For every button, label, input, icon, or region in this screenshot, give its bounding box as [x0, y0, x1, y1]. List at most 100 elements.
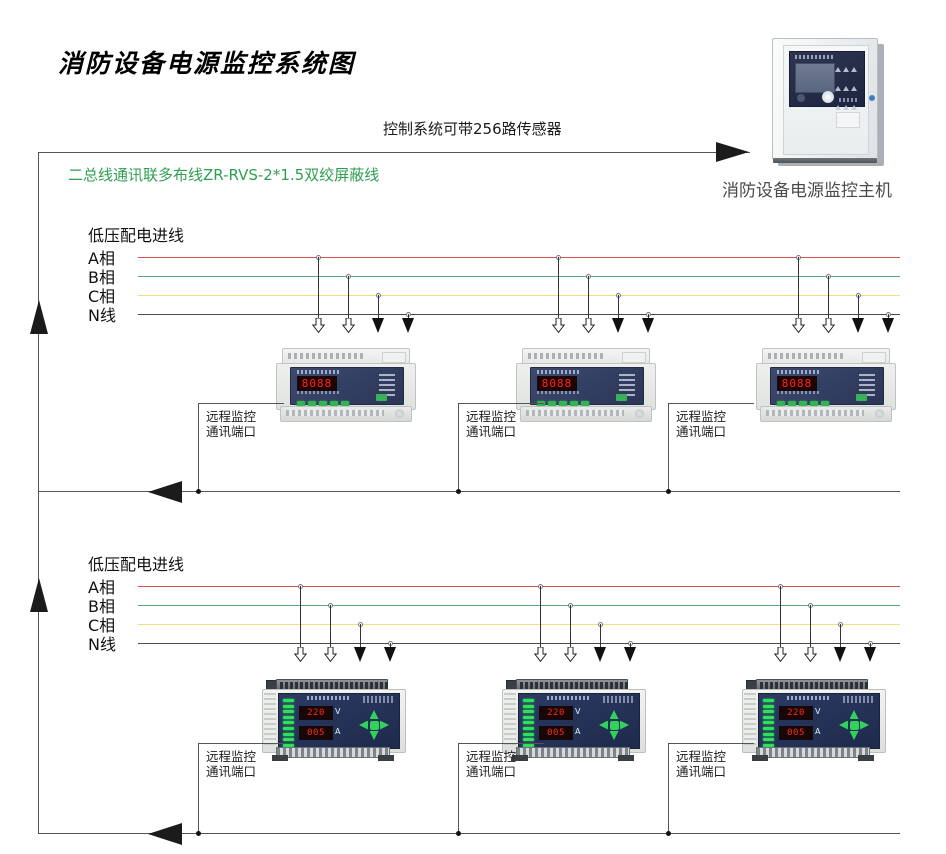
meter-voltage-display: 220: [539, 706, 573, 720]
row1-bus-arrow-left-icon: [148, 481, 182, 503]
module-front-face: 8088: [770, 367, 884, 408]
host-display-panel: [789, 51, 865, 110]
module-model-text: [777, 370, 819, 374]
host-key-button[interactable]: [797, 94, 805, 102]
trunk-arrow-up-row2-icon: [30, 578, 48, 612]
meter-voltage-unit: V: [575, 707, 581, 716]
module-top-label: [862, 352, 886, 363]
port-label-line1: 远程监控: [676, 409, 727, 424]
row2-phase-label-c: C相: [88, 616, 116, 635]
meter-bottom-terminal-strip: [276, 747, 390, 758]
row1-phase-label-a: A相: [88, 249, 115, 268]
module-top-terminal-strip: [768, 353, 846, 359]
module-scale-text: [537, 391, 579, 394]
meter-navigation-keypad[interactable]: [599, 710, 629, 740]
comm-bus-bottom-line: [38, 833, 900, 834]
module-front-face: 8088: [530, 367, 644, 408]
row2-power-monitor-meter-3: 220 V 005 A: [738, 677, 888, 763]
row1-remote-port-label-2: 远程监控 通讯端口: [466, 409, 516, 439]
meter-vent-fins: [264, 693, 276, 745]
comm-bus-left-trunk: [38, 152, 39, 834]
module-top-terminal-strip: [528, 353, 606, 359]
keypad-up-icon[interactable]: [369, 710, 379, 719]
page-title: 消防设备电源监控系统图: [58, 49, 356, 78]
module-scale-text: [297, 391, 339, 394]
keypad-left-icon[interactable]: [839, 720, 848, 730]
port-label-line2: 通讯端口: [206, 764, 257, 779]
keypad-up-icon[interactable]: [849, 710, 859, 719]
module-top-label: [622, 352, 646, 363]
host-round-button[interactable]: [822, 91, 834, 103]
keypad-down-icon[interactable]: [849, 731, 859, 740]
module-front-face: 8088: [290, 367, 404, 408]
row2-phase-label-b: B相: [88, 597, 115, 616]
port-label-line2: 通讯端口: [466, 424, 517, 439]
keypad-down-icon[interactable]: [609, 731, 619, 740]
keypad-enter-icon[interactable]: [849, 720, 859, 730]
keypad-right-icon[interactable]: [380, 720, 389, 730]
keypad-right-icon[interactable]: [860, 720, 869, 730]
row2-bus-arrow-left-icon: [148, 823, 182, 845]
host-base: [773, 158, 877, 163]
module-status-leds: [619, 374, 635, 399]
module-bottom-terminal-strip: [286, 410, 384, 416]
host-side-indicator-icon: [869, 95, 875, 101]
row2-port-leader-horizontal-2: [458, 743, 544, 744]
row2-port-bus-junction-dot-3: [666, 831, 671, 836]
module-knob: [395, 409, 404, 418]
row1-port-leader-horizontal-1: [198, 403, 284, 404]
meter-bottom-terminal-strip: [516, 747, 630, 758]
row1-phase-line-b: [138, 276, 900, 277]
trunk-arrow-up-row1-icon: [30, 300, 48, 334]
port-label-line2: 通讯端口: [676, 764, 727, 779]
module-enter-button[interactable]: [856, 394, 867, 401]
row2-phase-label-n: N线: [88, 635, 116, 654]
module-model-text: [537, 370, 579, 374]
row1-port-leader-horizontal-3: [668, 403, 754, 404]
meter-foot-right: [378, 755, 394, 761]
module-enter-button[interactable]: [376, 394, 387, 401]
bus-capacity-label: 控制系统可带256路传感器: [383, 120, 562, 138]
module-button-row[interactable]: [537, 393, 607, 408]
meter-navigation-keypad[interactable]: [359, 710, 389, 740]
module-led-display: 8088: [777, 376, 817, 391]
module-top-terminal-strip: [288, 353, 366, 359]
row2-power-monitor-meter-1: 220 V 005 A: [258, 677, 408, 763]
meter-foot-left: [752, 755, 768, 761]
keypad-left-icon[interactable]: [359, 720, 368, 730]
keypad-enter-icon[interactable]: [369, 720, 379, 730]
port-label-line1: 远程监控: [676, 749, 727, 764]
row2-port-leader-horizontal-1: [198, 743, 284, 744]
meter-current-unit: A: [815, 727, 821, 736]
meter-current-display: 005: [539, 726, 573, 740]
host-label: 消防设备电源监控主机: [722, 181, 892, 201]
meter-voltage-unit: V: [335, 707, 341, 716]
port-label-line1: 远程监控: [466, 749, 517, 764]
module-led-display: 8088: [297, 376, 337, 391]
module-status-leds: [859, 374, 875, 399]
port-label-line1: 远程监控: [206, 409, 257, 424]
meter-navigation-keypad[interactable]: [839, 710, 869, 740]
module-button-row[interactable]: [777, 393, 847, 408]
row2-port-bus-junction-dot-1: [196, 831, 201, 836]
row2-phase-line-a: [138, 586, 900, 587]
keypad-left-icon[interactable]: [599, 720, 608, 730]
row2-port-bus-junction-dot-2: [456, 831, 461, 836]
module-enter-button[interactable]: [616, 394, 627, 401]
comm-bus-row1-line: [38, 491, 900, 492]
port-label-line1: 远程监控: [206, 749, 257, 764]
keypad-up-icon[interactable]: [609, 710, 619, 719]
keypad-enter-icon[interactable]: [609, 720, 619, 730]
bus-cable-label: 二总线通讯联多布线ZR-RVS-2*1.5双绞屏蔽线: [68, 166, 380, 184]
meter-brand-text: [363, 696, 393, 703]
module-button-row[interactable]: [297, 393, 367, 408]
row1-phase-line-n: [138, 314, 900, 315]
module-led-display: 8088: [537, 376, 577, 391]
keypad-right-icon[interactable]: [620, 720, 629, 730]
module-bottom-terminal-strip: [526, 410, 624, 416]
keypad-down-icon[interactable]: [369, 731, 379, 740]
meter-model-text: [307, 696, 351, 700]
meter-voltage-unit: V: [815, 707, 821, 716]
row2-phase-line-n: [138, 643, 900, 644]
meter-foot-right: [618, 755, 634, 761]
